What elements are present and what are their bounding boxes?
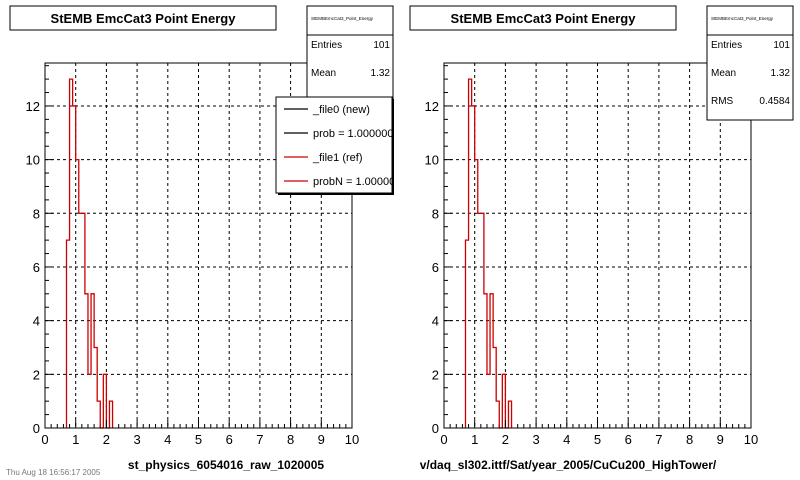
x-tick-label: 1 xyxy=(72,432,79,447)
x-tick-label: 1 xyxy=(471,432,478,447)
chart-panel-2: 0 1 2 3 4 5 6 7 8 9 10024681012v/daq_sl302.ittf/Sa… xyxy=(409,5,794,472)
chart-title-box xyxy=(409,5,677,31)
x-tick-label: 3 xyxy=(133,432,140,447)
histogram-bin xyxy=(487,374,490,428)
x-tick-label: 8 xyxy=(686,432,693,447)
x-tick-label: 5 xyxy=(594,432,601,447)
x-tick-label: 7 xyxy=(655,432,662,447)
y-tick-label: 12 xyxy=(26,99,40,114)
stats-box: StEMBEmcCat3_Point_Energy Entries 101 Mean 1… xyxy=(706,5,794,121)
y-tick-label: 12 xyxy=(425,99,439,114)
x-tick-label: 8 xyxy=(287,432,294,447)
legend: _file0 (new) prob = 1.000000 _file1 (ref) p… xyxy=(275,96,401,195)
legend-label: _file0 (new) xyxy=(312,104,370,116)
x-tick-label: 10 xyxy=(345,432,359,447)
stats-value: 1.32 xyxy=(371,68,391,79)
histogram-series-line xyxy=(65,78,114,429)
x-tick-label: 4 xyxy=(563,432,570,447)
stats-label: Mean xyxy=(311,68,336,79)
stats-box-name: StEMBEmcCat3_Point_Energy xyxy=(311,16,374,21)
histogram-bin xyxy=(88,374,91,428)
x-tick-label: 9 xyxy=(318,432,325,447)
y-tick-label: 2 xyxy=(432,367,439,382)
stats-label: RMS xyxy=(711,96,734,107)
stats-value: 101 xyxy=(373,40,390,51)
y-tick-label: 8 xyxy=(432,206,439,221)
stats-value: 0.4584 xyxy=(759,96,790,107)
y-tick-label: 6 xyxy=(432,260,439,275)
y-tick-label: 10 xyxy=(26,153,40,168)
y-tick-label: 0 xyxy=(432,421,439,436)
x-tick-label: 6 xyxy=(226,432,233,447)
legend-label: _file1 (ref) xyxy=(312,152,363,164)
chart-title-box xyxy=(9,5,277,31)
histogram-series-line xyxy=(464,78,513,429)
x-tick-label: 6 xyxy=(625,432,632,447)
x-tick-label: 2 xyxy=(103,432,110,447)
y-tick-label: 0 xyxy=(33,421,40,436)
stats-value: 1.32 xyxy=(771,68,791,79)
legend-label: probN = 1.000000 xyxy=(313,176,401,188)
chart-panel-1: 0 1 2 3 4 5 6 7 8 9 10024681012st_physics_6054016_… xyxy=(9,5,401,472)
legend-entries: _file0 (new) prob = 1.000000 _file1 (ref) p… xyxy=(284,104,401,188)
stats-box-name: StEMBEmcCat3_Point_Energy xyxy=(711,16,774,21)
x-tick-label: 7 xyxy=(256,432,263,447)
x-tick-label: 10 xyxy=(744,432,758,447)
stats-value: 101 xyxy=(773,40,790,51)
legend-frame xyxy=(275,96,393,194)
chart-title: StEMB EmcCat3 Point Energy xyxy=(51,11,237,26)
legend-label: prob = 1.000000 xyxy=(313,128,393,140)
stats-label: Mean xyxy=(711,68,736,79)
y-tick-label: 6 xyxy=(33,260,40,275)
x-tick-label: 0 xyxy=(41,432,48,447)
x-tick-label: 0 xyxy=(440,432,447,447)
stats-label: Entries xyxy=(711,40,742,51)
x-tick-label: 3 xyxy=(532,432,539,447)
x-tick-label: 5 xyxy=(195,432,202,447)
x-axis-label: st_physics_6054016_raw_1020005 xyxy=(128,458,324,472)
y-tick-label: 4 xyxy=(33,314,40,329)
x-tick-label: 4 xyxy=(164,432,171,447)
chart-title: StEMB EmcCat3 Point Energy xyxy=(451,11,637,26)
x-tick-label: 9 xyxy=(717,432,724,447)
stats-box-frame xyxy=(706,5,794,121)
y-tick-label: 2 xyxy=(33,367,40,382)
stats-label: Entries xyxy=(311,40,342,51)
y-tick-label: 10 xyxy=(425,153,439,168)
x-axis-label: v/daq_sl302.ittf/Sat/year_2005/CuCu200_H… xyxy=(420,458,717,472)
x-tick-label: 2 xyxy=(502,432,509,447)
footer-timestamp: Thu Aug 18 16:56:17 2005 xyxy=(6,468,101,477)
y-tick-label: 8 xyxy=(33,206,40,221)
y-tick-label: 4 xyxy=(432,314,439,329)
